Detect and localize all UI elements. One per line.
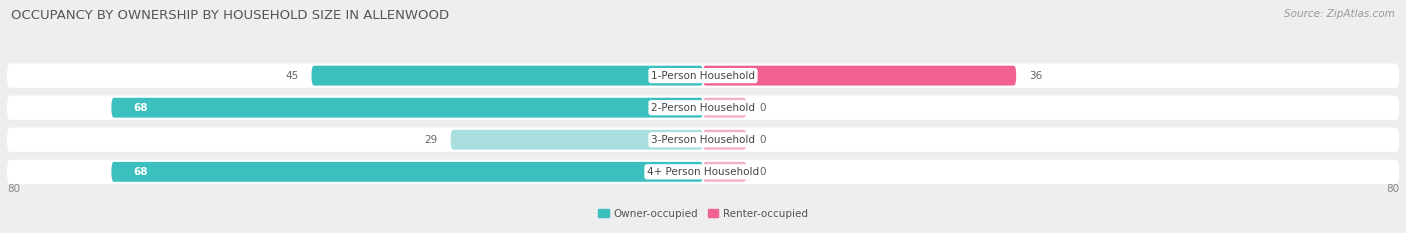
Text: 45: 45 — [285, 71, 298, 81]
Text: 0: 0 — [759, 103, 766, 113]
Text: 2-Person Household: 2-Person Household — [651, 103, 755, 113]
FancyBboxPatch shape — [7, 63, 1399, 88]
FancyBboxPatch shape — [111, 98, 703, 118]
FancyBboxPatch shape — [111, 162, 703, 182]
Text: 1-Person Household: 1-Person Household — [651, 71, 755, 81]
Text: 3-Person Household: 3-Person Household — [651, 135, 755, 145]
Text: 68: 68 — [134, 103, 148, 113]
FancyBboxPatch shape — [7, 96, 1399, 120]
FancyBboxPatch shape — [7, 160, 1399, 184]
Text: 0: 0 — [759, 167, 766, 177]
FancyBboxPatch shape — [703, 130, 747, 150]
Legend: Owner-occupied, Renter-occupied: Owner-occupied, Renter-occupied — [599, 209, 807, 219]
Text: 80: 80 — [7, 185, 20, 195]
FancyBboxPatch shape — [703, 162, 747, 182]
Text: 4+ Person Household: 4+ Person Household — [647, 167, 759, 177]
FancyBboxPatch shape — [312, 66, 703, 86]
FancyBboxPatch shape — [703, 66, 1017, 86]
FancyBboxPatch shape — [7, 127, 1399, 152]
Text: 29: 29 — [425, 135, 437, 145]
FancyBboxPatch shape — [451, 130, 703, 150]
Text: OCCUPANCY BY OWNERSHIP BY HOUSEHOLD SIZE IN ALLENWOOD: OCCUPANCY BY OWNERSHIP BY HOUSEHOLD SIZE… — [11, 9, 450, 22]
Text: 0: 0 — [759, 135, 766, 145]
Text: 80: 80 — [1386, 185, 1399, 195]
Text: 36: 36 — [1029, 71, 1042, 81]
FancyBboxPatch shape — [703, 98, 747, 118]
Text: Source: ZipAtlas.com: Source: ZipAtlas.com — [1284, 9, 1395, 19]
Text: 68: 68 — [134, 167, 148, 177]
